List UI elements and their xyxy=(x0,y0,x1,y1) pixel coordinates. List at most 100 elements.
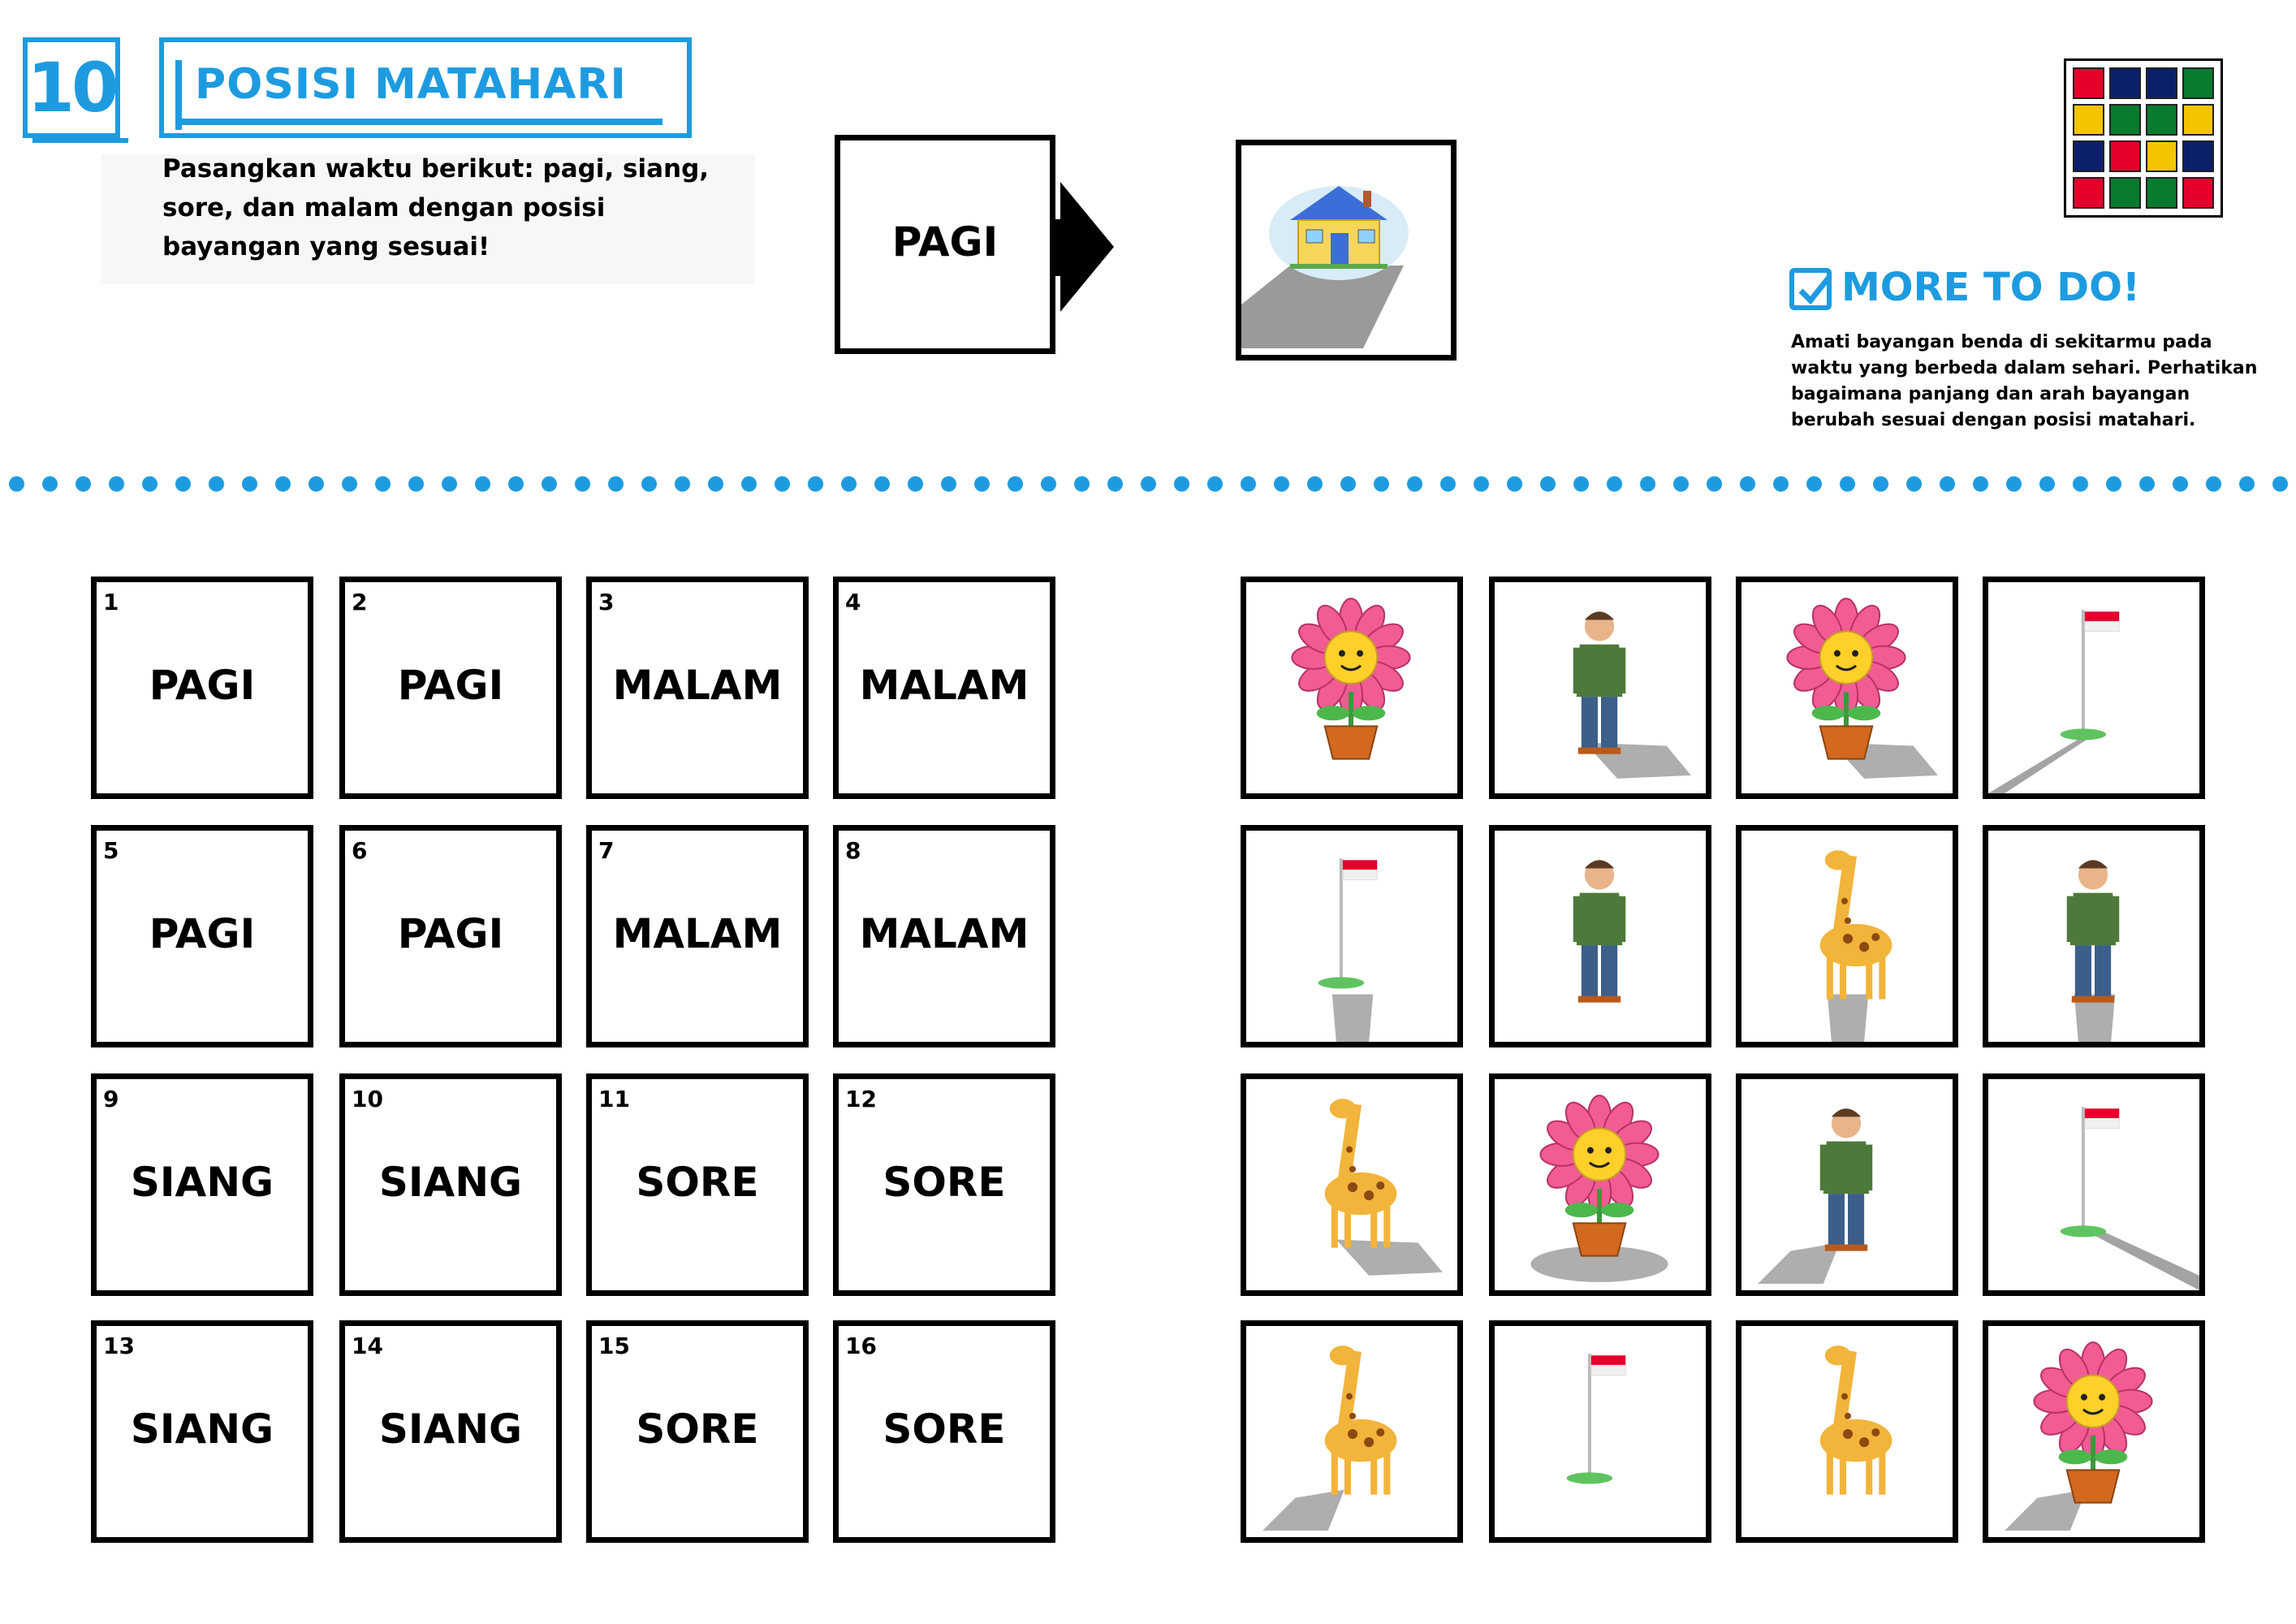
arrow-stem xyxy=(1051,219,1060,276)
flag-icon xyxy=(1318,858,1378,1042)
page-title: POSISI MATAHARI xyxy=(195,60,627,109)
man-icon xyxy=(1758,1108,1873,1284)
house-icon xyxy=(1241,186,1409,348)
colorful-grid-logo xyxy=(2064,58,2223,218)
card-number: 8 xyxy=(845,837,861,864)
logo-square xyxy=(2182,67,2214,99)
word-card[interactable]: 11 SORE xyxy=(586,1073,809,1296)
picture-card[interactable] xyxy=(1983,825,2205,1047)
word-card[interactable]: 14 SIANG xyxy=(339,1320,562,1543)
card-number: 11 xyxy=(598,1086,630,1112)
card-label: SIANG xyxy=(130,1159,274,1206)
word-card[interactable]: 10 SIANG xyxy=(339,1073,562,1296)
picture-card[interactable] xyxy=(1983,1320,2205,1543)
checkbox-icon xyxy=(1789,268,1832,310)
title-box: POSISI MATAHARI xyxy=(159,37,692,138)
word-card[interactable]: 12 SORE xyxy=(833,1073,1055,1296)
man-icon xyxy=(1573,611,1691,779)
word-card[interactable]: 15 SORE xyxy=(586,1320,809,1543)
card-number: 5 xyxy=(103,837,119,864)
flag-icon xyxy=(1988,610,2120,793)
card-label: PAGI xyxy=(149,662,256,709)
card-number: 13 xyxy=(103,1332,135,1359)
picture-card[interactable] xyxy=(1736,1320,1958,1543)
card-number: 9 xyxy=(103,1086,119,1112)
card-number: 12 xyxy=(845,1086,877,1112)
word-card[interactable]: 7 MALAM xyxy=(586,825,809,1047)
example-picture-card xyxy=(1236,140,1457,361)
word-card[interactable]: 9 SIANG xyxy=(91,1073,313,1296)
activity-number: 10 xyxy=(23,37,128,143)
flag-icon xyxy=(2060,1107,2199,1290)
example-word-label: PAGI xyxy=(891,218,999,266)
card-label: SORE xyxy=(883,1159,1006,1206)
logo-square xyxy=(2146,67,2177,99)
word-card[interactable]: 2 PAGI xyxy=(339,577,562,799)
logo-square xyxy=(2073,67,2104,99)
card-label: SIANG xyxy=(378,1159,523,1206)
word-card[interactable]: 16 SORE xyxy=(833,1320,1055,1543)
card-label: MALAM xyxy=(859,662,1029,709)
card-label: PAGI xyxy=(397,910,504,957)
man-icon xyxy=(1573,860,1626,1003)
logo-square xyxy=(2073,177,2104,209)
word-card[interactable]: 5 PAGI xyxy=(91,825,313,1047)
logo-square xyxy=(2109,104,2141,136)
word-card[interactable]: 3 MALAM xyxy=(586,577,809,799)
word-card[interactable]: 6 PAGI xyxy=(339,825,562,1047)
picture-card[interactable] xyxy=(1489,577,1711,799)
logo-square xyxy=(2109,177,2141,209)
picture-card[interactable] xyxy=(1241,577,1463,799)
logo-square xyxy=(2146,140,2177,172)
card-number: 14 xyxy=(352,1332,383,1359)
word-card[interactable]: 1 PAGI xyxy=(91,577,313,799)
logo-square xyxy=(2146,104,2177,136)
logo-square xyxy=(2073,104,2104,136)
word-card[interactable]: 8 MALAM xyxy=(833,825,1055,1047)
logo-square xyxy=(2109,67,2141,99)
picture-card[interactable] xyxy=(1241,825,1463,1047)
logo-square xyxy=(2109,140,2141,172)
flower-icon xyxy=(1530,1095,1668,1282)
card-number: 3 xyxy=(598,589,615,615)
man-icon xyxy=(2066,860,2120,1042)
giraffe-icon xyxy=(1819,1345,1892,1495)
word-card[interactable]: 4 MALAM xyxy=(833,577,1055,799)
flower-icon xyxy=(1786,598,1938,779)
flag-icon xyxy=(1566,1354,1626,1484)
card-label: SIANG xyxy=(130,1406,274,1453)
card-number: 1 xyxy=(103,589,119,615)
card-label: MALAM xyxy=(612,910,783,957)
logo-square xyxy=(2182,104,2214,136)
card-label: MALAM xyxy=(612,662,783,709)
card-label: SORE xyxy=(883,1406,1006,1453)
picture-card[interactable] xyxy=(1736,825,1958,1047)
picture-card[interactable] xyxy=(1241,1073,1463,1296)
card-label: SIANG xyxy=(378,1406,523,1453)
giraffe-icon xyxy=(1324,1099,1443,1276)
logo-square xyxy=(2182,177,2214,209)
card-label: PAGI xyxy=(149,910,256,957)
word-card[interactable]: 13 SIANG xyxy=(91,1320,313,1543)
card-number: 16 xyxy=(845,1332,877,1359)
card-number: 4 xyxy=(845,589,861,615)
picture-card[interactable] xyxy=(1736,577,1958,799)
logo-square xyxy=(2182,140,2214,172)
card-number: 2 xyxy=(352,589,368,615)
instruction-background xyxy=(101,154,755,284)
example-word-card: PAGI xyxy=(835,135,1055,354)
logo-square xyxy=(2146,177,2177,209)
picture-card[interactable] xyxy=(1489,1320,1711,1543)
card-label: PAGI xyxy=(397,662,504,709)
flower-icon xyxy=(2005,1341,2153,1531)
picture-card[interactable] xyxy=(1736,1073,1958,1296)
picture-card[interactable] xyxy=(1489,1073,1711,1296)
picture-card[interactable] xyxy=(1489,825,1711,1047)
card-number: 15 xyxy=(598,1332,630,1359)
giraffe-icon xyxy=(1819,850,1892,1042)
picture-card[interactable] xyxy=(1983,577,2205,799)
picture-card[interactable] xyxy=(1241,1320,1463,1543)
more-to-do-title: MORE TO DO! xyxy=(1841,265,2140,310)
card-label: SORE xyxy=(636,1406,759,1453)
picture-card[interactable] xyxy=(1983,1073,2205,1296)
